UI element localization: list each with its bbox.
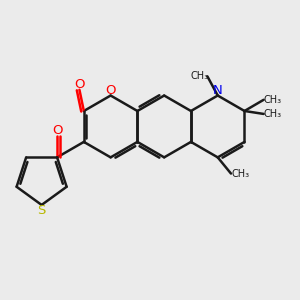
Text: S: S	[38, 204, 46, 217]
Text: N: N	[213, 84, 223, 97]
Text: CH₃: CH₃	[264, 95, 282, 105]
Text: CH₃: CH₃	[191, 71, 209, 81]
Text: CH₃: CH₃	[231, 169, 250, 178]
Text: O: O	[105, 84, 116, 97]
Text: O: O	[74, 78, 85, 91]
Text: O: O	[52, 124, 62, 137]
Text: CH₃: CH₃	[264, 109, 282, 119]
